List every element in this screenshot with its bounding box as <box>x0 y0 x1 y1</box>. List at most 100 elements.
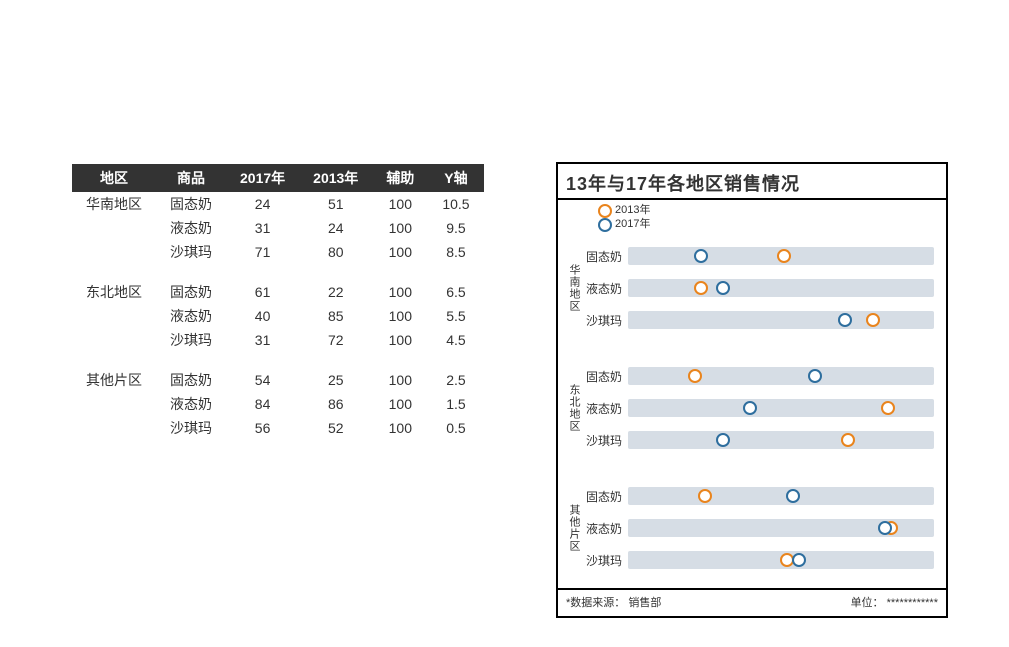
cell-region: 华南地区 <box>72 192 156 216</box>
page-canvas: 地区 商品 2017年 2013年 辅助 Y轴 华南地区固态奶245110010… <box>0 0 1009 647</box>
cell-product: 沙琪玛 <box>156 240 226 264</box>
table-header-row: 地区 商品 2017年 2013年 辅助 Y轴 <box>72 164 484 192</box>
chart-region-label: 其他片区 <box>566 480 582 576</box>
chart-track: 固态奶 <box>628 487 934 505</box>
cell-product: 沙琪玛 <box>156 416 226 440</box>
cell-2013: 80 <box>299 240 372 264</box>
chart-product-label: 固态奶 <box>586 488 622 505</box>
cell-yaxis: 4.5 <box>428 328 483 352</box>
cell-2017: 71 <box>226 240 299 264</box>
chart-track: 沙琪玛 <box>628 431 934 449</box>
legend-item-2017: 2017年 <box>598 218 946 232</box>
chart-title: 13年与17年各地区销售情况 <box>558 164 946 200</box>
cell-aux: 100 <box>372 304 428 328</box>
chart-region-label: 东北地区 <box>566 360 582 456</box>
cell-aux: 100 <box>372 264 428 304</box>
cell-2013: 86 <box>299 392 372 416</box>
table-row: 液态奶84861001.5 <box>72 392 484 416</box>
cell-aux: 100 <box>372 416 428 440</box>
chart-marker-2013 <box>694 281 708 295</box>
cell-2017: 40 <box>226 304 299 328</box>
cell-region: 东北地区 <box>72 264 156 304</box>
chart-region-group: 东北地区固态奶液态奶沙琪玛 <box>566 360 938 456</box>
chart-marker-2013 <box>688 369 702 383</box>
col-region: 地区 <box>72 164 156 192</box>
cell-2013: 85 <box>299 304 372 328</box>
source-data-table: 地区 商品 2017年 2013年 辅助 Y轴 华南地区固态奶245110010… <box>72 164 484 440</box>
col-2013: 2013年 <box>299 164 372 192</box>
chart-marker-2017 <box>878 521 892 535</box>
cell-aux: 100 <box>372 352 428 392</box>
cell-product: 液态奶 <box>156 216 226 240</box>
chart-footer: *数据来源： 销售部 单位： ************ <box>558 588 946 616</box>
chart-track: 液态奶 <box>628 519 934 537</box>
cell-yaxis: 2.5 <box>428 352 483 392</box>
legend-marker-2017-icon <box>598 218 612 232</box>
cell-2013: 52 <box>299 416 372 440</box>
chart-legend: 2013年 2017年 <box>558 200 946 234</box>
cell-region <box>72 240 156 264</box>
table-row: 沙琪玛71801008.5 <box>72 240 484 264</box>
chart-product-label: 液态奶 <box>586 280 622 297</box>
cell-product: 固态奶 <box>156 352 226 392</box>
chart-track: 液态奶 <box>628 399 934 417</box>
chart-region-group: 华南地区固态奶液态奶沙琪玛 <box>566 240 938 336</box>
chart-product-label: 液态奶 <box>586 400 622 417</box>
chart-marker-2017 <box>792 553 806 567</box>
col-aux: 辅助 <box>372 164 428 192</box>
cell-aux: 100 <box>372 328 428 352</box>
cell-region <box>72 304 156 328</box>
chart-marker-2013 <box>698 489 712 503</box>
footer-unit-value: ************ <box>887 597 938 609</box>
chart-track: 沙琪玛 <box>628 311 934 329</box>
footer-source: *数据来源： 销售部 <box>566 594 661 610</box>
legend-item-2013: 2013年 <box>598 204 946 218</box>
cell-yaxis: 5.5 <box>428 304 483 328</box>
chart-marker-2017 <box>808 369 822 383</box>
cell-2013: 25 <box>299 352 372 392</box>
chart-track: 固态奶 <box>628 367 934 385</box>
cell-yaxis: 10.5 <box>428 192 483 216</box>
chart-track: 液态奶 <box>628 279 934 297</box>
chart-product-label: 固态奶 <box>586 248 622 265</box>
chart-marker-2017 <box>786 489 800 503</box>
cell-product: 固态奶 <box>156 192 226 216</box>
sales-dot-chart: 13年与17年各地区销售情况 2013年 2017年 华南地区固态奶液态奶沙琪玛… <box>556 162 948 618</box>
footer-source-value: 销售部 <box>628 597 661 609</box>
chart-product-label: 沙琪玛 <box>586 312 622 329</box>
chart-marker-2013 <box>777 249 791 263</box>
cell-region: 其他片区 <box>72 352 156 392</box>
chart-track: 沙琪玛 <box>628 551 934 569</box>
chart-marker-2017 <box>838 313 852 327</box>
chart-marker-2017 <box>716 281 730 295</box>
table-body: 华南地区固态奶245110010.5液态奶31241009.5沙琪玛718010… <box>72 192 484 440</box>
chart-marker-2013 <box>881 401 895 415</box>
col-2017: 2017年 <box>226 164 299 192</box>
cell-region <box>72 392 156 416</box>
cell-region <box>72 216 156 240</box>
table-row: 液态奶40851005.5 <box>72 304 484 328</box>
cell-aux: 100 <box>372 392 428 416</box>
table-row: 液态奶31241009.5 <box>72 216 484 240</box>
footer-unit-label: 单位： <box>851 597 884 609</box>
table-row: 东北地区固态奶61221006.5 <box>72 264 484 304</box>
table-row: 沙琪玛31721004.5 <box>72 328 484 352</box>
cell-yaxis: 6.5 <box>428 264 483 304</box>
cell-region <box>72 328 156 352</box>
cell-2017: 54 <box>226 352 299 392</box>
cell-2017: 84 <box>226 392 299 416</box>
col-yaxis: Y轴 <box>428 164 483 192</box>
cell-2017: 31 <box>226 328 299 352</box>
chart-marker-2017 <box>694 249 708 263</box>
chart-marker-2017 <box>716 433 730 447</box>
cell-2013: 22 <box>299 264 372 304</box>
cell-aux: 100 <box>372 216 428 240</box>
cell-product: 液态奶 <box>156 392 226 416</box>
cell-product: 固态奶 <box>156 264 226 304</box>
cell-aux: 100 <box>372 192 428 216</box>
cell-yaxis: 1.5 <box>428 392 483 416</box>
cell-aux: 100 <box>372 240 428 264</box>
cell-2013: 51 <box>299 192 372 216</box>
cell-region <box>72 416 156 440</box>
cell-2013: 24 <box>299 216 372 240</box>
